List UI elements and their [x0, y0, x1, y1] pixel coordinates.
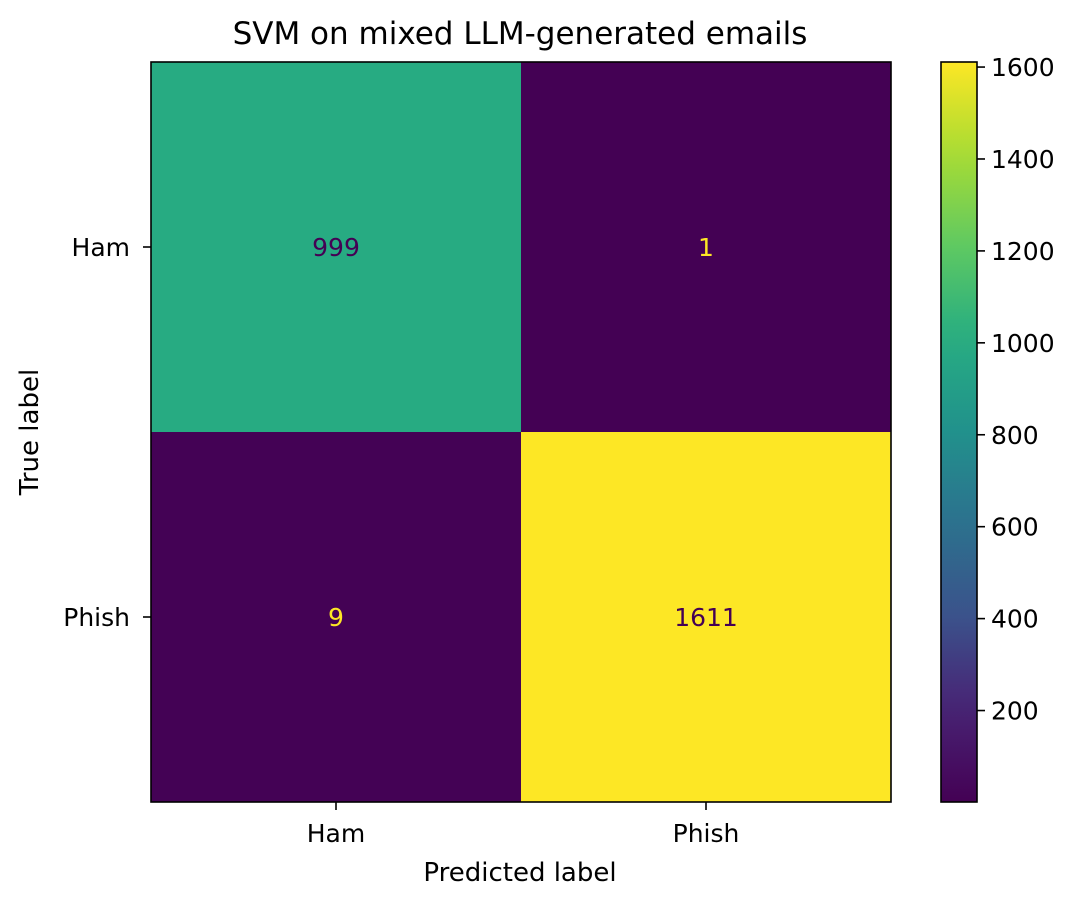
matrix-cells: 999 1 9 1611 [151, 62, 891, 802]
colorbar-tick-label: 1000 [991, 329, 1055, 358]
colorbar-scale [940, 61, 978, 803]
matrix-cell [521, 432, 891, 802]
x-tick-label: Phish [673, 819, 740, 848]
colorbar-tick-label: 600 [991, 513, 1039, 542]
plot-frame [150, 61, 892, 803]
colorbar-tick-label: 1400 [991, 145, 1055, 174]
x-tick-label: Ham [307, 819, 365, 848]
matrix-cell [151, 62, 521, 432]
x-axis-label: Predicted label [423, 858, 616, 888]
cell-value-label: 1611 [674, 603, 738, 632]
matrix-cell [151, 432, 521, 802]
colorbar-tick-label: 400 [991, 605, 1039, 634]
cell-value-label: 999 [312, 233, 360, 262]
matrix-cell [521, 62, 891, 432]
y-axis-label: True label [15, 369, 45, 496]
y-tick-label: Phish [63, 603, 130, 632]
colorbar-tick-label: 200 [991, 697, 1039, 726]
chart-title: SVM on mixed LLM-generated emails [233, 16, 808, 52]
cell-value-label: 1 [698, 233, 714, 262]
colorbar-tick-label: 1600 [991, 53, 1055, 82]
colorbar: 200 400 600 800 1000 1200 1400 1600 [940, 53, 1055, 803]
colorbar-tick-label: 800 [991, 421, 1039, 450]
colorbar-tick-label: 1200 [991, 237, 1055, 266]
cell-value-label: 9 [328, 603, 344, 632]
matrix-axes: Ham Phish Ham Phish [63, 233, 739, 848]
y-tick-label: Ham [72, 233, 130, 262]
